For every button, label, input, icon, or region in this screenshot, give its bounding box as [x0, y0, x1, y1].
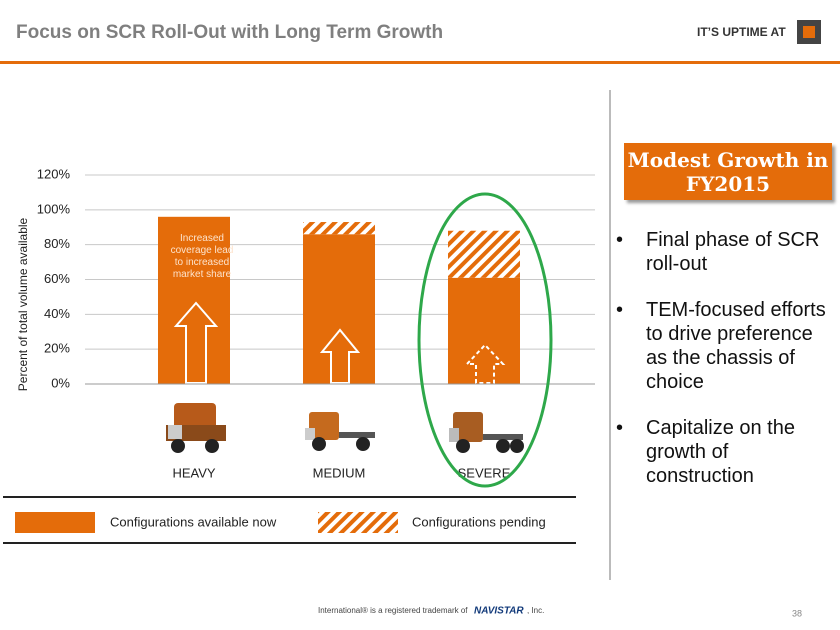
y-tick-label: 20%: [44, 341, 70, 356]
y-tick-label: 40%: [44, 306, 70, 321]
footer-brand: NAVISTAR: [474, 606, 524, 617]
y-tick-label: 60%: [44, 271, 70, 286]
truck-icon: [305, 412, 375, 451]
bullet-list: Final phase of SCR roll-out TEM-focused e…: [616, 228, 838, 510]
x-tick-label: SEVERE: [458, 465, 511, 480]
annotation: Increased coverage lead to increased mar…: [170, 233, 234, 280]
legend-label: Configurations pending: [412, 514, 546, 529]
legend-swatch: [318, 512, 398, 533]
y-tick-label: 80%: [44, 236, 70, 251]
legend-label: Configurations available now: [110, 514, 277, 529]
bullet: Final phase of SCR roll-out: [616, 228, 838, 276]
footer-text: International® is a registered trademark…: [318, 606, 468, 615]
arrow: [319, 328, 361, 384]
truck-icon: [166, 403, 226, 453]
logo-emblem: [803, 26, 815, 38]
callout: Modest Growth in FY2015: [624, 143, 832, 200]
trucks: [166, 403, 524, 453]
logo-text: IT’S UPTIME AT: [697, 25, 786, 39]
y-tick-label: 0%: [51, 375, 70, 390]
slide-title: Focus on SCR Roll-Out with Long Term Gro…: [16, 22, 443, 43]
footer-suffix: , Inc.: [527, 606, 544, 615]
bullet: TEM-focused efforts to drive preference …: [616, 298, 838, 394]
bar-segment: [158, 216, 230, 384]
x-tick-label: MEDIUM: [313, 465, 366, 480]
y-tick-label: 100%: [37, 201, 71, 216]
bar-segment: [448, 277, 520, 384]
legend-swatch: [15, 512, 95, 533]
arrow: [464, 343, 506, 384]
page-number: 38: [792, 608, 802, 618]
bullet: Capitalize on the growth of construction: [616, 416, 838, 488]
highlight-ellipse: [417, 192, 553, 488]
bar-segment: [303, 234, 375, 384]
y-tick-label: 120%: [37, 166, 71, 181]
arrows: [173, 301, 506, 384]
x-tick-label: HEAVY: [172, 465, 215, 480]
bar-segment: [303, 222, 375, 235]
header-rule: [0, 61, 840, 64]
y-axis-label: Percent of total volume available: [16, 217, 30, 391]
bar-segment: [448, 230, 520, 278]
arrow: [173, 301, 219, 384]
truck-icon: [449, 412, 524, 453]
